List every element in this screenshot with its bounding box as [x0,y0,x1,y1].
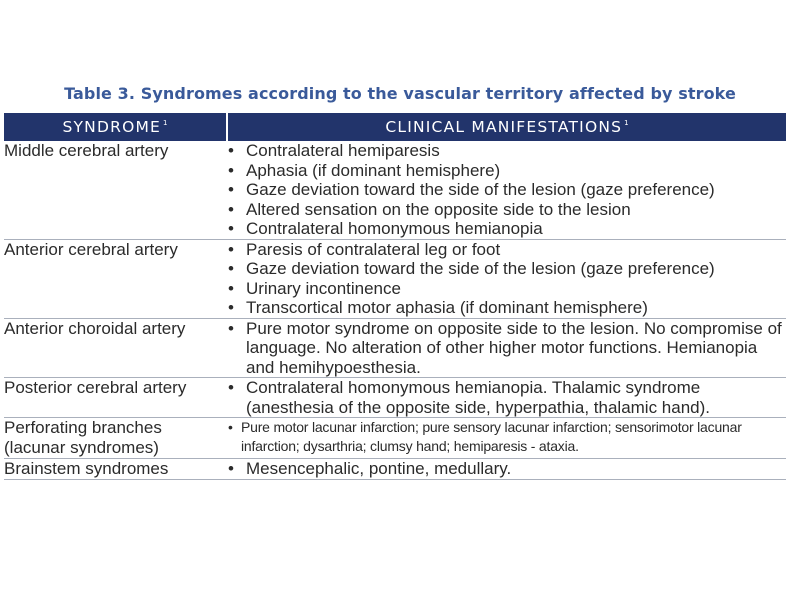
manifestation-list: • Pure motor lacunar infarction; pure sen… [227,418,786,456]
manifestation-text: Paresis of contralateral leg or foot [246,239,501,259]
manifestation-item: • Gaze deviation toward the side of the l… [227,180,786,200]
table-row-perforating-branches: Perforating branches (lacunar syndromes)… [4,417,786,459]
manifestation-text: Pure motor syndrome on opposite side to … [246,318,782,377]
manifestations-cell: • Pure motor lacunar infarction; pure sen… [227,417,786,459]
manifestations-cell: • Contralateral homonymous hemianopia. Th… [227,377,786,418]
header-row: SYNDROME 1 CLINICAL MANIFESTATIONS 1 [4,113,786,141]
bullet-icon: • [228,180,234,199]
bullet-icon: • [228,219,234,238]
manifestation-item: • Altered sensation on the opposite side … [227,200,786,220]
manifestation-list: • Pure motor syndrome on opposite side to… [227,319,786,378]
manifestation-text: Aphasia (if dominant hemisphere) [246,160,501,180]
table-row-brainstem-syndromes: Brainstem syndromes • Mesencephalic, pont… [4,458,786,480]
bullet-icon: • [228,259,234,278]
manifestation-text: Pure motor lacunar infarction; pure sens… [241,419,742,454]
syndrome-header-superscript: 1 [163,119,168,127]
syndrome-header-label: SYNDROME [62,118,162,136]
table-caption: Table 3. Syndromes according to the vasc… [64,84,736,103]
bullet-icon: • [228,318,234,338]
syndrome-name: Brainstem syndromes [4,458,227,480]
bullet-icon: • [228,459,234,478]
syndromes-table: SYNDROME 1 CLINICAL MANIFESTATIONS 1 Middl… [4,113,786,480]
bullet-icon: • [228,199,234,219]
manifestations-cell: • Pure motor syndrome on opposite side to… [227,318,786,378]
syndrome-name: Posterior cerebral artery [4,377,227,418]
manifestation-item: • Pure motor syndrome on opposite side to… [227,319,786,378]
table-row-posterior-cerebral-artery: Posterior cerebral artery • Contralateral… [4,377,786,418]
manifestation-item: • Aphasia (if dominant hemisphere) [227,161,786,181]
bullet-icon: • [228,419,233,435]
clinical-manifestations-header-superscript: 1 [624,119,629,127]
syndrome-name: Anterior cerebral artery [4,239,227,319]
bullet-icon: • [228,278,234,298]
manifestation-text: Contralateral homonymous hemianopia. Tha… [246,378,711,417]
manifestation-text: Contralateral homonymous hemianopia [246,219,543,238]
bullet-icon: • [228,298,234,317]
manifestation-list: • Paresis of contralateral leg or foot • G… [227,240,786,318]
manifestation-text: Gaze deviation toward the side of the le… [246,180,715,199]
manifestation-text: Altered sensation on the opposite side t… [246,199,631,219]
manifestation-text: Contralateral hemiparesis [246,141,440,160]
bullet-icon: • [228,141,234,160]
table-row-anterior-choroidal-artery: Anterior choroidal artery • Pure motor sy… [4,318,786,378]
bullet-icon: • [228,160,234,180]
manifestations-cell: • Mesencephalic, pontine, medullary. [227,458,786,480]
manifestation-list: • Contralateral homonymous hemianopia. Th… [227,378,786,417]
bullet-icon: • [228,239,234,259]
manifestation-text: Gaze deviation toward the side of the le… [246,259,715,278]
manifestation-item: • Contralateral hemiparesis [227,141,786,161]
clinical-manifestations-column-header: CLINICAL MANIFESTATIONS 1 [227,113,786,141]
manifestation-text: Urinary incontinence [246,278,401,298]
manifestation-list: • Mesencephalic, pontine, medullary. [227,459,786,479]
manifestation-list: • Contralateral hemiparesis • Aphasia (if … [227,141,786,239]
manifestation-item: • Mesencephalic, pontine, medullary. [227,459,786,479]
syndrome-name: Perforating branches (lacunar syndromes) [4,417,227,459]
manifestation-text: Mesencephalic, pontine, medullary. [246,459,512,478]
manifestations-cell: • Paresis of contralateral leg or foot • G… [227,239,786,319]
clinical-manifestations-header-label: CLINICAL MANIFESTATIONS [385,118,623,136]
syndrome-column-header: SYNDROME 1 [4,113,228,141]
bullet-icon: • [228,378,234,397]
manifestation-item: • Urinary incontinence [227,279,786,299]
manifestation-item: • Contralateral homonymous hemianopia [227,219,786,239]
manifestation-item: • Pure motor lacunar infarction; pure sen… [227,418,786,456]
manifestation-item: • Gaze deviation toward the side of the l… [227,259,786,279]
syndrome-name: Middle cerebral artery [4,141,227,240]
manifestation-text: Transcortical motor aphasia (if dominant… [246,298,648,317]
manifestations-cell: • Contralateral hemiparesis • Aphasia (if … [227,141,786,240]
manifestation-item: • Paresis of contralateral leg or foot [227,240,786,260]
table-row-anterior-cerebral-artery: Anterior cerebral artery • Paresis of con… [4,239,786,319]
manifestation-item: • Transcortical motor aphasia (if dominan… [227,298,786,318]
table-row-middle-cerebral-artery: Middle cerebral artery • Contralateral he… [4,141,786,240]
manifestation-item: • Contralateral homonymous hemianopia. Th… [227,378,786,417]
syndrome-name: Anterior choroidal artery [4,318,227,378]
